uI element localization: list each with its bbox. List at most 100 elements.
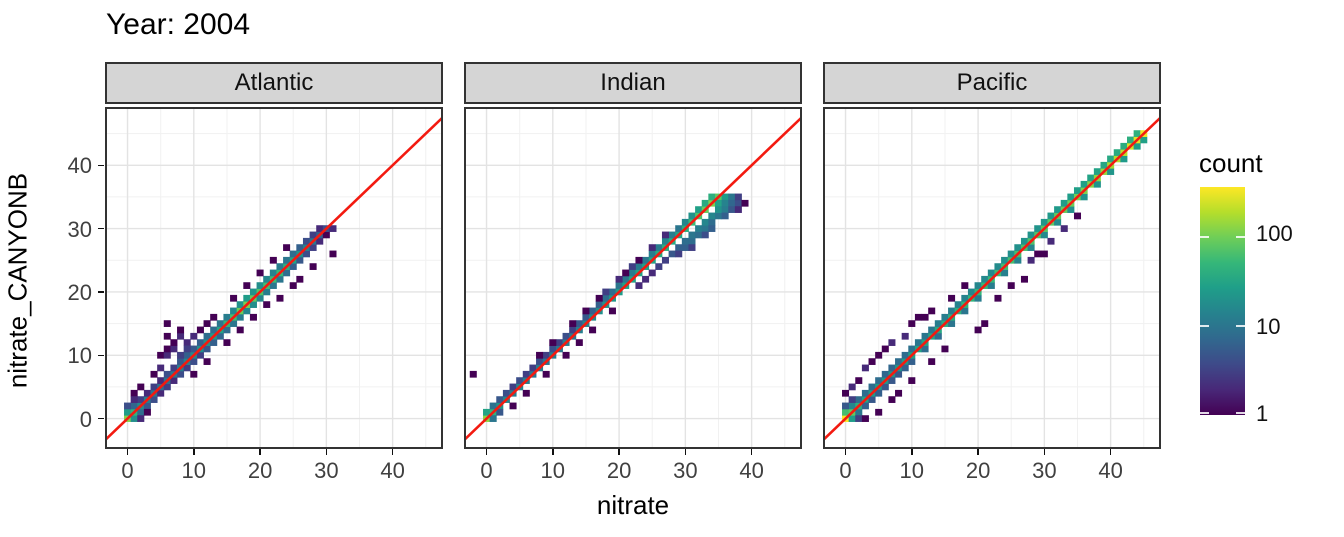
bin [642, 275, 650, 283]
panel-border [464, 107, 802, 449]
bin [941, 345, 949, 353]
bin [130, 402, 138, 410]
bin [190, 345, 198, 353]
bin [861, 364, 869, 372]
bin [230, 320, 238, 327]
bin [648, 250, 656, 258]
bin [688, 212, 696, 220]
bin [848, 415, 856, 422]
bin [961, 282, 969, 289]
bin [635, 256, 643, 264]
legend-tick-mark [1200, 412, 1209, 414]
bin [681, 218, 689, 226]
bin [569, 326, 577, 334]
bin [1087, 174, 1095, 182]
legend-tick-mark [1236, 235, 1245, 238]
bin [622, 275, 630, 283]
bin [249, 313, 257, 321]
bin [223, 326, 231, 334]
bin [855, 408, 863, 416]
bin [170, 377, 178, 384]
panel-pacific [823, 107, 1161, 449]
facet-strip-label: Atlantic [234, 69, 314, 96]
x-axis-tick [750, 449, 753, 455]
bin [137, 408, 145, 416]
bin [661, 237, 669, 245]
bin [502, 389, 510, 397]
y-axis-tick [98, 291, 104, 293]
bin [177, 358, 185, 365]
x-axis-tick-label: 30 [673, 458, 698, 483]
bin [1001, 256, 1009, 264]
x-axis-tick-label: 10 [181, 458, 207, 483]
x-axis-tick-label: 20 [965, 458, 991, 483]
bin [509, 402, 517, 410]
bin [708, 225, 716, 232]
bin [914, 339, 922, 346]
bin [276, 275, 284, 283]
bin [1027, 256, 1035, 264]
identity-line [105, 116, 443, 442]
bin [1034, 225, 1042, 232]
bin [177, 332, 185, 340]
panel-border [823, 107, 1161, 449]
bin [163, 370, 171, 378]
bin [842, 408, 850, 416]
bin [855, 415, 863, 422]
bin [701, 218, 709, 226]
bin [655, 244, 663, 251]
bin [1067, 193, 1075, 201]
bin [1014, 244, 1022, 251]
bin [1093, 168, 1101, 175]
bin [302, 237, 310, 245]
bin [582, 307, 590, 315]
bin [1107, 155, 1115, 163]
bin [721, 206, 729, 213]
bin [622, 269, 630, 277]
bin [1093, 180, 1101, 188]
bin [842, 402, 850, 410]
bin [861, 402, 869, 410]
legend-tick-mark [1236, 412, 1245, 414]
bin [223, 339, 231, 346]
bin [483, 408, 491, 416]
bin [734, 206, 742, 213]
bin [263, 301, 271, 308]
bin [1060, 199, 1068, 207]
bin [848, 396, 856, 403]
bin [974, 294, 982, 302]
y-axis-tick [98, 227, 104, 230]
bin [875, 408, 883, 416]
bin [908, 358, 916, 365]
bin [628, 269, 636, 277]
bin [875, 351, 883, 359]
facet-strip-label: Indian [600, 69, 666, 96]
bin [529, 364, 537, 372]
bin [1047, 212, 1055, 220]
bin [263, 288, 271, 296]
y-axis-tick [98, 417, 104, 420]
bin [695, 231, 703, 239]
bin [190, 370, 198, 378]
bin [555, 339, 563, 346]
bin [1100, 161, 1108, 169]
bin [728, 199, 736, 207]
bin [994, 294, 1002, 302]
bin [196, 351, 204, 359]
bin [1107, 168, 1115, 175]
bin [569, 320, 577, 327]
bin [615, 282, 623, 289]
bin [895, 389, 903, 397]
bin [243, 282, 251, 289]
bin [183, 339, 191, 346]
bin [602, 294, 610, 302]
bin [269, 282, 277, 289]
bin [289, 250, 297, 258]
bin [941, 313, 949, 321]
bin [143, 402, 151, 410]
bin [1047, 237, 1055, 245]
bin [921, 345, 929, 353]
bin [888, 377, 896, 384]
bin [595, 294, 603, 302]
bin [216, 320, 224, 327]
